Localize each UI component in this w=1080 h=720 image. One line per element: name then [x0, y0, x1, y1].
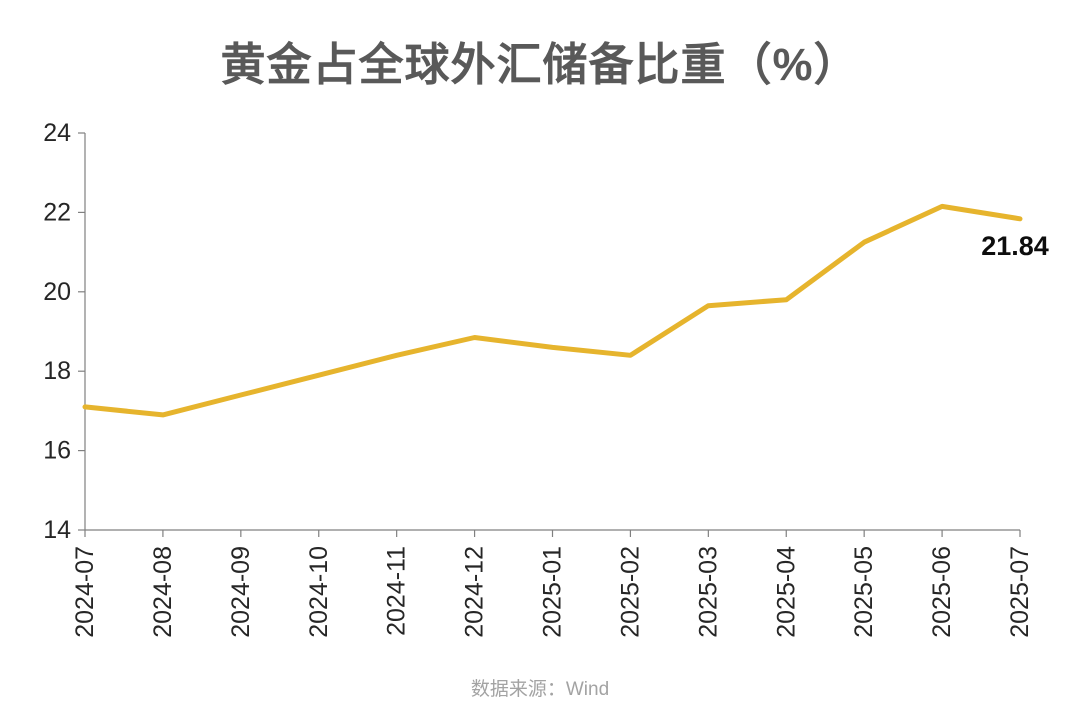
x-axis-ticks: 2024-07 2024-08 2024-09 2024-10 2024-11 2024-… [71, 530, 1034, 638]
x-tick-label: 2024-09 [227, 546, 255, 638]
y-tick-label: 20 [43, 278, 71, 306]
x-tick-label: 2025-05 [850, 546, 878, 638]
x-tick-label: 2025-02 [616, 546, 644, 638]
y-tick-label: 14 [43, 516, 71, 544]
y-tick-label: 18 [43, 357, 71, 385]
data-source-note: 数据来源：Wind [470, 679, 610, 700]
x-tick-label: 2024-07 [71, 546, 99, 638]
x-tick-label: 2024-12 [461, 546, 489, 638]
x-tick-label: 2025-01 [539, 546, 567, 638]
y-tick-label: 24 [43, 119, 71, 147]
last-value-label: 21.84 [981, 231, 1049, 261]
x-tick-label: 2024-08 [149, 546, 177, 638]
x-tick-label: 2024-10 [305, 546, 333, 638]
chart-title: 黄金占全球外汇储备比重（%） [220, 39, 860, 90]
y-tick-label: 16 [43, 437, 71, 465]
series-line [82, 203, 1023, 418]
x-tick-label: 2024-11 [383, 546, 411, 636]
y-tick-label: 22 [43, 198, 71, 226]
x-tick-label: 2025-03 [694, 546, 722, 638]
y-axis-ticks: 14 16 18 20 22 24 [43, 119, 85, 544]
x-tick-label: 2025-04 [772, 546, 800, 638]
x-tick-label: 2025-07 [1006, 546, 1034, 638]
x-tick-label: 2025-06 [928, 546, 956, 638]
axis-lines [84, 133, 1020, 531]
